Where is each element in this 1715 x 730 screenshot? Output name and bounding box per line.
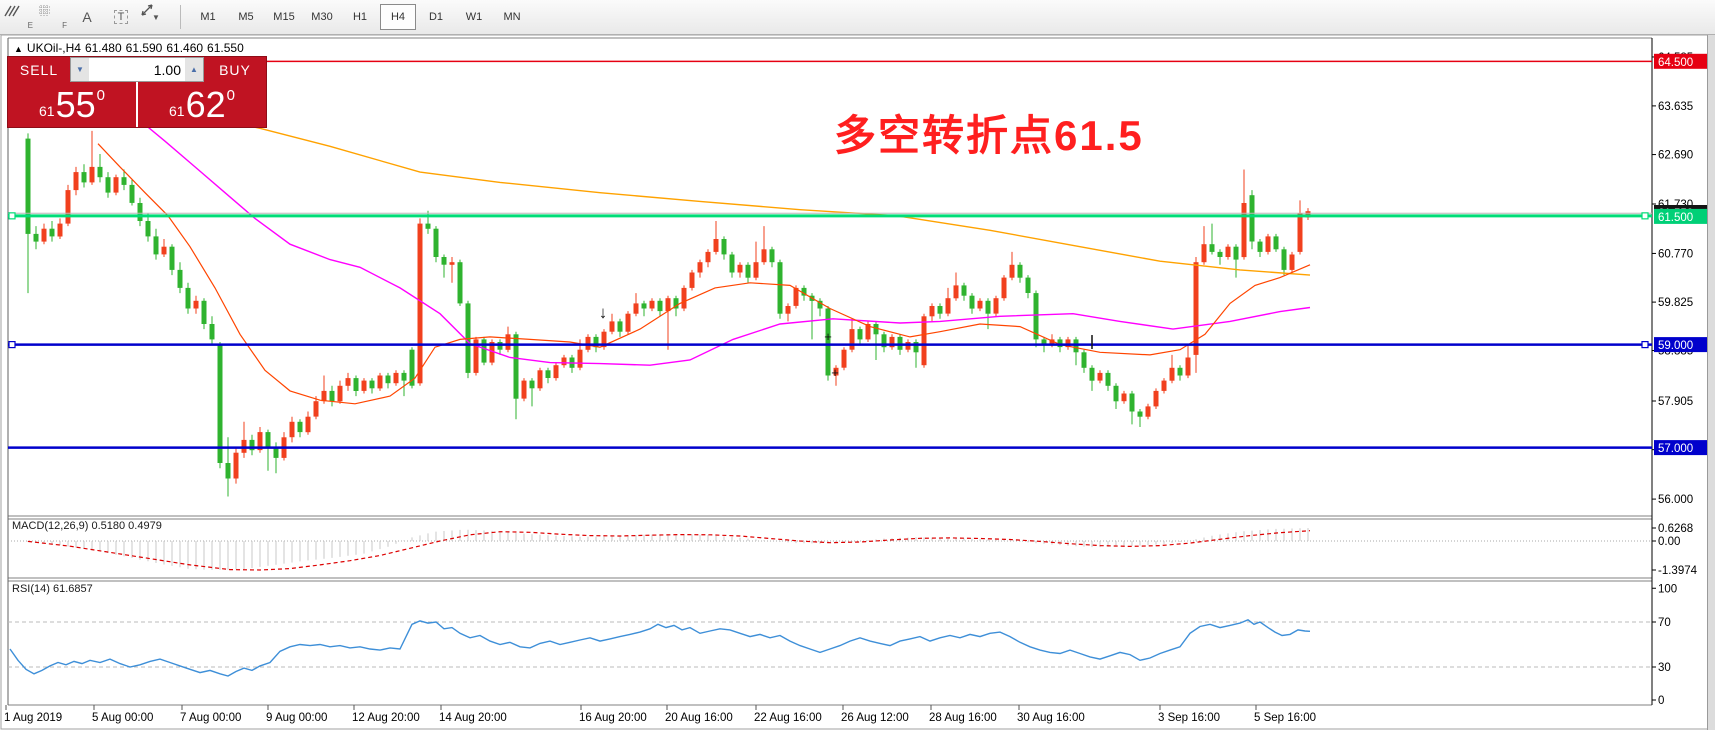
svg-text:5 Aug 00:00: 5 Aug 00:00	[92, 712, 153, 724]
svg-text:100: 100	[1658, 583, 1677, 595]
volume-input[interactable]	[89, 58, 185, 81]
svg-text:0: 0	[1658, 695, 1664, 707]
timeframe-button-m1[interactable]: M1	[200, 11, 216, 23]
svg-text:64.500: 64.500	[1658, 57, 1693, 69]
timeframe-button-d1[interactable]: D1	[428, 11, 444, 23]
svg-text:-1.3974: -1.3974	[1658, 565, 1698, 577]
sell-price-big: 55	[55, 83, 96, 125]
volume-decrease-button[interactable]: ▼	[71, 58, 89, 81]
svg-text:12 Aug 20:00: 12 Aug 20:00	[352, 712, 420, 724]
svg-text:+: +	[831, 365, 839, 380]
volume-increase-button[interactable]: ▲	[185, 58, 203, 81]
hline-handle[interactable]	[1641, 340, 1649, 349]
window-edge-scrollbar[interactable]	[1707, 34, 1715, 730]
svg-text:0.00: 0.00	[1658, 536, 1680, 548]
svg-text:3 Sep 16:00: 3 Sep 16:00	[1158, 712, 1220, 724]
quote-bar: ▲ UKOil-,H4 61.480 61.590 61.460 61.550	[14, 41, 248, 55]
text-label-icon[interactable]: A	[82, 9, 92, 25]
svg-text:30: 30	[1658, 662, 1671, 674]
svg-text:↓: ↓	[599, 303, 608, 322]
svg-text:5 Sep 16:00: 5 Sep 16:00	[1254, 712, 1316, 724]
hline-handle[interactable]	[8, 212, 16, 220]
sell-button[interactable]: SELL	[19, 61, 59, 78]
chart-shift-icon[interactable]: E	[4, 4, 34, 30]
macd-pane-label: MACD(12,26,9) 0.5180 0.4979	[12, 520, 162, 532]
timeframe-button-m30[interactable]: M30	[311, 11, 333, 23]
toolbar-separator	[180, 5, 181, 29]
text-tool-icon[interactable]: T	[106, 4, 136, 30]
one-click-trade-panel: SELL ▼ ▲ BUY 61 55 0 61 62 0	[8, 57, 266, 127]
svg-text:60.770: 60.770	[1658, 248, 1693, 260]
quote-close: 61.550	[207, 41, 244, 55]
svg-text:59.825: 59.825	[1658, 297, 1693, 309]
svg-text:9 Aug 00:00: 9 Aug 00:00	[266, 712, 327, 724]
svg-text:70: 70	[1658, 617, 1671, 629]
svg-text:26 Aug 12:00: 26 Aug 12:00	[841, 712, 909, 724]
toolbar: E F A T ▼ M1 M5 M15 M30 H1 H4 D1 W1 MN	[0, 0, 1715, 35]
buy-price-button[interactable]: 61 62 0	[138, 82, 266, 127]
svg-text:30 Aug 16:00: 30 Aug 16:00	[1017, 712, 1085, 724]
svg-text:1 Aug 2019: 1 Aug 2019	[4, 712, 62, 724]
timeframe-button-m5[interactable]: M5	[238, 11, 254, 23]
timeframe-button-group: M1 M5 M15 M30 H1 H4 D1 W1 MN	[189, 4, 531, 30]
quote-symbol: UKOil-,H4	[26, 41, 81, 55]
buy-button[interactable]: BUY	[219, 61, 251, 78]
svg-text:16 Aug 20:00: 16 Aug 20:00	[579, 712, 647, 724]
chart-annotation-text: 多空转折点61.5	[834, 112, 1144, 159]
svg-text:63.635: 63.635	[1658, 101, 1693, 113]
rsi-pane-label: RSI(14) 61.6857	[12, 583, 93, 595]
timeframe-button-h4[interactable]: H4	[380, 4, 416, 30]
svg-text:62.690: 62.690	[1658, 150, 1693, 162]
quote-low: 61.460	[166, 41, 204, 55]
svg-text:14 Aug 20:00: 14 Aug 20:00	[439, 712, 507, 724]
svg-text:22 Aug 16:00: 22 Aug 16:00	[754, 712, 822, 724]
timeframe-button-h1[interactable]: H1	[352, 11, 368, 23]
hline-handle[interactable]	[8, 340, 16, 349]
sell-price-small: 61	[39, 103, 55, 119]
svg-text:57.000: 57.000	[1658, 443, 1693, 455]
timeframe-button-w1[interactable]: W1	[465, 11, 483, 23]
svg-text:57.905: 57.905	[1658, 396, 1693, 408]
indicator-grid-icon[interactable]: F	[38, 4, 68, 30]
quote-open: 61.480	[84, 41, 122, 55]
svg-text:59.000: 59.000	[1658, 340, 1693, 352]
sell-price-sup: 0	[96, 87, 105, 104]
svg-text:+: +	[824, 329, 832, 344]
quote-high: 61.590	[125, 41, 163, 55]
quote-direction-icon: ▲	[14, 44, 23, 54]
svg-text:20 Aug 16:00: 20 Aug 16:00	[665, 712, 733, 724]
sell-price-button[interactable]: 61 55 0	[8, 82, 138, 127]
buy-price-big: 62	[185, 83, 226, 125]
buy-price-small: 61	[169, 103, 185, 119]
timeframe-button-mn[interactable]: MN	[503, 11, 521, 23]
svg-text:0.6268: 0.6268	[1658, 523, 1693, 535]
timeframe-button-m15[interactable]: M15	[273, 11, 295, 23]
svg-text:28 Aug 16:00: 28 Aug 16:00	[929, 712, 997, 724]
toolbar-icon-group: E F A T ▼	[0, 4, 170, 30]
svg-text:7 Aug 00:00: 7 Aug 00:00	[180, 712, 241, 724]
hline-handle[interactable]	[1641, 212, 1649, 220]
drawing-tools-dropdown-icon[interactable]: ▼	[140, 4, 170, 30]
svg-text:61.500: 61.500	[1658, 212, 1693, 224]
svg-text:56.000: 56.000	[1658, 494, 1693, 506]
buy-price-sup: 0	[226, 87, 235, 104]
